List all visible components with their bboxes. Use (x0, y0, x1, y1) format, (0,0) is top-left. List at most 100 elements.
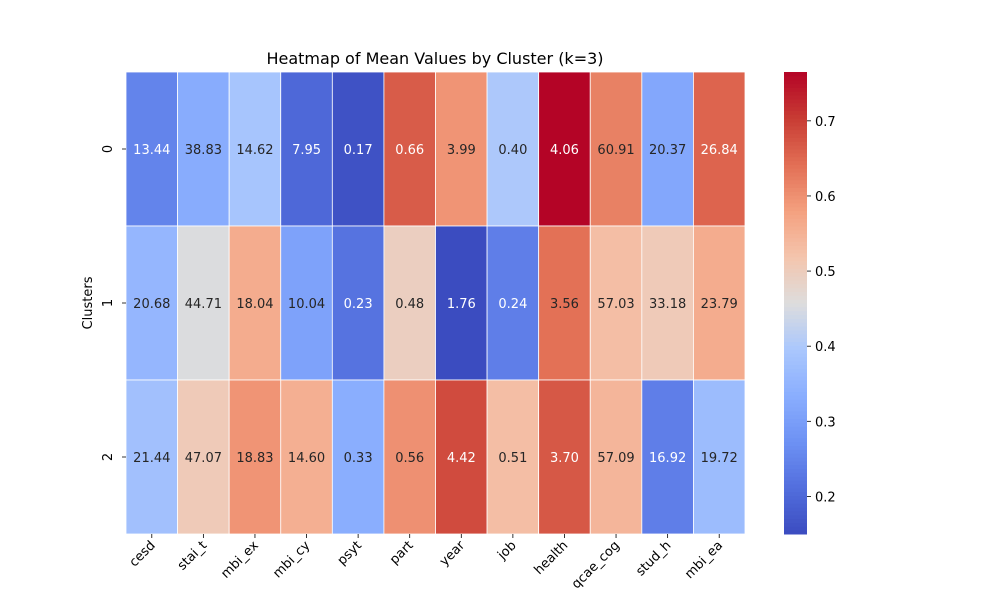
cell-value-label: 13.44 (133, 143, 170, 158)
colorbar-segment (784, 179, 807, 185)
colorbar-segment (784, 503, 807, 508)
heatmap-cell (177, 71, 230, 227)
colorbar-tick-label: 0.7 (815, 115, 836, 130)
colorbar-segment (784, 260, 807, 265)
x-tick-label: health (532, 538, 572, 578)
heatmap-cell (331, 379, 385, 535)
cell-value-label: 0.51 (498, 451, 527, 466)
colorbar-segment (784, 202, 807, 208)
colorbar-segment (784, 480, 807, 485)
colorbar-segment (784, 499, 807, 504)
colorbar-segment (784, 460, 807, 466)
cell-value-label: 0.24 (498, 297, 527, 312)
colorbar-segment (784, 226, 807, 231)
x-tick-label: stai_t (175, 538, 210, 573)
colorbar-segment (784, 214, 807, 219)
colorbar-segment (784, 137, 807, 142)
cell-value-label: 21.44 (133, 451, 170, 466)
colorbar-segment (784, 476, 807, 481)
heatmap-cell (589, 225, 643, 381)
colorbar-segment (784, 522, 807, 527)
colorbar-segment (784, 337, 807, 342)
x-tick-label: year (437, 538, 469, 570)
colorbar: 0.2 0.3 0.4 0.5 0.6 0.7 (784, 72, 836, 535)
x-tick-label: cesd (127, 538, 159, 570)
heatmap-cell (280, 225, 333, 381)
heatmap-cell (383, 71, 436, 227)
colorbar-segment (784, 329, 807, 335)
colorbar-segment (784, 345, 807, 350)
colorbar-segment (784, 95, 807, 100)
colorbar-segment (784, 391, 807, 396)
colorbar-segment (784, 175, 807, 181)
colorbar-segment (784, 314, 807, 319)
cell-value-label: 18.04 (236, 297, 273, 312)
colorbar-segment (784, 464, 807, 470)
x-tick-label: psyt (335, 538, 365, 568)
heatmap-cell (228, 71, 282, 227)
colorbar-segment (784, 264, 807, 269)
colorbar-segment (784, 353, 807, 358)
colorbar-segment (784, 222, 807, 227)
colorbar-segment (784, 102, 807, 108)
colorbar-segment (784, 441, 807, 446)
colorbar-segment (784, 129, 807, 135)
colorbar-segment (784, 406, 807, 412)
colorbar-segment (784, 122, 807, 127)
colorbar-segment (784, 241, 807, 246)
cell-value-label: 0.56 (395, 451, 424, 466)
colorbar-segment (784, 295, 807, 300)
cell-value-label: 14.60 (288, 451, 325, 466)
colorbar-segment (784, 287, 807, 292)
colorbar-segment (784, 468, 807, 473)
colorbar-segment (784, 72, 807, 77)
cell-value-label: 1.76 (447, 297, 476, 312)
colorbar-segment (784, 87, 807, 92)
colorbar-segment (784, 291, 807, 296)
colorbar-tick-label: 0.6 (815, 190, 836, 205)
colorbar-segment (784, 430, 807, 435)
colorbar-segment (784, 233, 807, 239)
colorbar-segment (784, 318, 807, 323)
colorbar-segment (784, 249, 807, 254)
colorbar-segment (784, 114, 807, 119)
colorbar-segment (784, 149, 807, 154)
y-axis-ticks: 0 1 2 (101, 145, 126, 461)
colorbar-segment (784, 141, 807, 146)
colorbar-segment (784, 356, 807, 362)
colorbar-segment (784, 507, 807, 512)
heatmap-cell (486, 71, 540, 227)
heatmap-cell (125, 71, 178, 227)
cell-value-label: 10.04 (288, 297, 325, 312)
colorbar-segment (784, 449, 807, 454)
colorbar-segment (784, 510, 807, 516)
heatmap-cell (228, 379, 282, 535)
heatmap-cell (125, 379, 178, 535)
heatmap-cell (435, 379, 488, 535)
colorbar-segment (784, 206, 807, 212)
y-tick-label: 0 (101, 145, 116, 153)
colorbar-segment (784, 299, 807, 304)
colorbar-segment (784, 530, 807, 535)
colorbar-segment (784, 457, 807, 462)
colorbar-segment (784, 256, 807, 262)
colorbar-segment (784, 145, 807, 150)
colorbar-segment (784, 410, 807, 416)
x-tick-label: stud_h (633, 538, 674, 579)
colorbar-segment (784, 326, 807, 331)
colorbar-segment (784, 75, 807, 81)
colorbar-segment (784, 160, 807, 165)
colorbar-segment (784, 187, 807, 192)
cell-value-label: 38.83 (185, 143, 222, 158)
colorbar-segment (784, 433, 807, 439)
colorbar-segment (784, 279, 807, 285)
colorbar-tick-label: 0.3 (815, 415, 836, 430)
heatmap-cells (125, 71, 746, 535)
colorbar-segment (784, 310, 807, 316)
cell-value-label: 4.42 (447, 451, 476, 466)
colorbar-segment (784, 210, 807, 215)
colorbar-segment (784, 199, 807, 204)
cell-value-label: 18.83 (236, 451, 273, 466)
colorbar-segment (784, 380, 807, 385)
